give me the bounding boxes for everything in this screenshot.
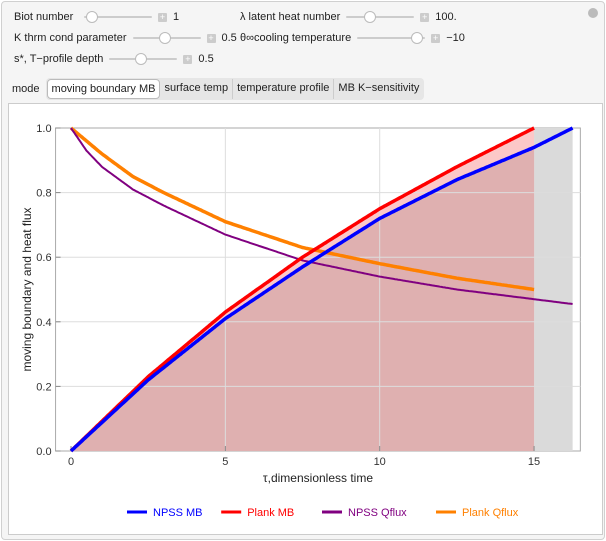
expand-icon[interactable]: + <box>431 32 441 43</box>
mode-temperature-profile[interactable]: temperature profile <box>233 79 335 99</box>
mode-surface-temp[interactable]: surface temp <box>160 79 234 99</box>
series-line-plank-mb <box>69 126 535 453</box>
s-label: s*, T−profile depth <box>14 53 104 65</box>
legend-item: NPSS MB <box>127 507 203 519</box>
k-control: K thrm cond parameter + 0.5 <box>14 32 237 44</box>
k-label: K thrm cond parameter <box>14 32 127 44</box>
biot-control: Biot number + 1 <box>14 11 179 23</box>
legend-label: NPSS MB <box>153 507 203 519</box>
legend-label: Plank Qflux <box>462 507 519 519</box>
s-slider[interactable] <box>109 53 178 65</box>
series-line-npss-mb <box>69 126 574 453</box>
theta-value: −10 <box>446 32 465 44</box>
expand-icon[interactable]: + <box>420 11 430 22</box>
y-tick-label: 0.2 <box>36 381 51 393</box>
legend-label: Plank MB <box>247 507 294 519</box>
mode-selector: mode moving boundary MB surface temp tem… <box>12 78 425 100</box>
options-icon[interactable] <box>588 8 598 18</box>
y-axis-label: moving boundary and heat flux <box>20 207 34 371</box>
biot-slider[interactable] <box>84 11 152 23</box>
lambda-slider[interactable] <box>346 11 415 23</box>
biot-label: Biot number <box>14 11 74 23</box>
y-tick-label: 1.0 <box>36 123 51 135</box>
legend-item: Plank Qflux <box>436 507 519 519</box>
x-tick-label: 0 <box>68 456 74 468</box>
theta-label: θ∞cooling temperature <box>240 32 352 44</box>
series-line-plank-qflux <box>69 126 535 292</box>
expand-icon[interactable]: + <box>206 32 216 43</box>
npss-fill <box>71 147 535 451</box>
k-value: 0.5 <box>221 32 237 44</box>
x-axis-label: τ,dimensionless time <box>263 471 373 485</box>
expand-icon[interactable]: + <box>183 53 193 64</box>
k-slider[interactable] <box>132 32 201 44</box>
series-line-npss-qflux <box>70 127 573 305</box>
legend-label: NPSS Qflux <box>348 507 407 519</box>
theta-slider[interactable] <box>357 32 426 44</box>
y-tick-label: 0.6 <box>36 252 51 264</box>
lambda-label: λ latent heat number <box>240 11 341 23</box>
y-tick-label: 0.8 <box>36 188 51 200</box>
lambda-value: 100. <box>435 11 457 23</box>
x-tick-label: 5 <box>222 456 228 468</box>
mode-mb-k-sensitivity[interactable]: MB K−sensitivity <box>338 82 420 94</box>
theta-control: θ∞cooling temperature + −10 <box>240 32 465 44</box>
biot-value: 1 <box>173 11 180 23</box>
mode-moving-boundary[interactable]: moving boundary MB <box>46 79 161 99</box>
gray-region <box>534 128 573 451</box>
expand-icon[interactable]: + <box>158 11 167 22</box>
legend-item: NPSS Qflux <box>322 507 407 519</box>
x-tick-label: 10 <box>374 456 386 468</box>
s-control: s*, T−profile depth + 0.5 <box>14 53 214 65</box>
lambda-control: λ latent heat number + 100. <box>240 11 457 23</box>
s-value: 0.5 <box>198 53 214 65</box>
legend-item: Plank MB <box>221 507 294 519</box>
mode-label: mode <box>12 83 40 95</box>
y-tick-label: 0.4 <box>36 317 51 329</box>
plot-area: 0 5 10 15 0.0 0.2 0.4 0.6 0.8 1.0 τ,dimensionless … <box>8 103 603 535</box>
x-tick-label: 15 <box>528 456 540 468</box>
y-tick-label: 0.0 <box>36 446 51 458</box>
chart: 0 5 10 15 0.0 0.2 0.4 0.6 0.8 1.0 τ,dimensionless … <box>20 123 581 519</box>
